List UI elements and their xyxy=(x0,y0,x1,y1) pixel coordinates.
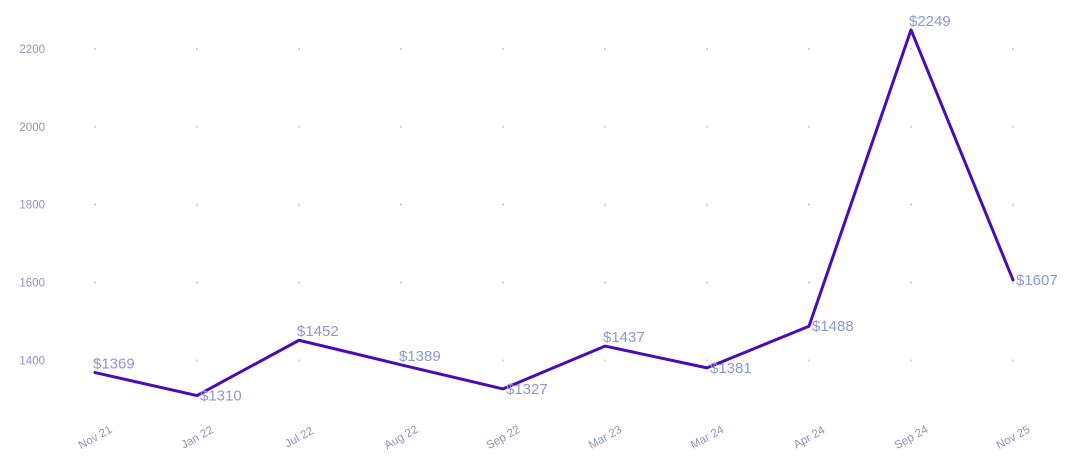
point-data-label: $1327 xyxy=(506,381,548,398)
grid-dot xyxy=(909,359,913,362)
y-axis-tick-label: 2000 xyxy=(19,122,45,134)
grid-dot xyxy=(93,47,97,51)
grid-dot xyxy=(1011,359,1015,362)
y-axis-tick-label: 1400 xyxy=(19,356,45,368)
point-data-label: $1381 xyxy=(710,360,752,377)
grid-dot xyxy=(195,359,199,362)
grid-dot xyxy=(93,359,97,362)
grid-dot xyxy=(399,281,403,284)
grid-dot xyxy=(1011,281,1015,284)
x-axis-label: Apr 24 xyxy=(792,424,828,451)
grid-dot xyxy=(93,125,97,128)
grid-dot xyxy=(399,203,403,206)
grid-dot xyxy=(603,125,607,128)
grid-dot xyxy=(807,359,811,362)
grid-dot xyxy=(807,125,811,128)
point-data-label: $1452 xyxy=(297,323,339,340)
point-data-label: $1310 xyxy=(200,388,242,405)
grid-dot xyxy=(195,125,199,128)
grid-dot xyxy=(807,203,811,206)
grid-dot xyxy=(399,125,403,128)
y-axis-tick-label: 1800 xyxy=(19,200,45,212)
grid-dot xyxy=(909,203,913,206)
grid-dot xyxy=(705,47,709,51)
x-axis-label: Jul 22 xyxy=(283,425,316,450)
grid-dot xyxy=(705,203,709,206)
grid-dot xyxy=(297,47,301,51)
point-data-label: $2249 xyxy=(909,13,951,30)
grid-dot xyxy=(501,281,505,284)
x-axis-label: Aug 22 xyxy=(383,424,421,452)
grid-dot xyxy=(1011,203,1015,206)
grid-dot xyxy=(297,359,301,362)
x-axis-label: Nov 21 xyxy=(77,424,115,452)
grid-dot xyxy=(195,47,199,51)
x-axis-label: Jan 22 xyxy=(179,424,215,451)
grid-dot xyxy=(195,203,199,206)
grid-dot xyxy=(501,203,505,206)
x-axis-label: Mar 24 xyxy=(689,424,727,452)
grid-dot xyxy=(603,203,607,206)
y-axis-tick-label: 1600 xyxy=(19,278,45,290)
grid-dot xyxy=(399,359,403,362)
point-data-label: $1607 xyxy=(1016,272,1058,289)
x-axis-label: Nov 25 xyxy=(995,424,1033,452)
grid-dot xyxy=(501,359,505,362)
point-data-label: $1437 xyxy=(603,329,645,346)
grid-dot xyxy=(297,125,301,128)
point-data-label: $1488 xyxy=(812,318,854,335)
point-data-label: $1389 xyxy=(399,348,441,365)
x-axis-label: Sep 24 xyxy=(893,423,931,451)
x-axis-label: Sep 22 xyxy=(485,424,523,452)
grid-dot xyxy=(501,47,505,51)
grid-dot xyxy=(603,47,607,51)
grid-dot xyxy=(705,359,709,362)
grid-dot xyxy=(297,203,301,206)
grid-dot xyxy=(603,281,607,284)
series-line[interactable] xyxy=(93,28,1015,398)
grid-dot xyxy=(195,281,199,284)
grid-dot xyxy=(807,47,811,51)
grid-dot xyxy=(603,359,607,362)
grid-dot xyxy=(501,125,505,128)
grid-dot xyxy=(93,203,97,206)
grid-dot xyxy=(297,281,301,284)
grid-dot xyxy=(909,281,913,284)
grid-dot xyxy=(909,125,913,128)
grid-dot xyxy=(399,47,403,51)
grid-dot xyxy=(1011,125,1015,128)
grid-dot xyxy=(93,281,97,284)
grid-dot xyxy=(909,47,913,51)
point-data-label: $1369 xyxy=(93,356,135,373)
grid-dot xyxy=(1011,47,1015,51)
y-axis-tick-label: 2200 xyxy=(19,44,45,56)
grid-dot xyxy=(705,125,709,128)
x-axis-label: Mar 23 xyxy=(587,424,624,452)
grid-dot xyxy=(807,281,811,284)
grid-dot xyxy=(705,281,709,284)
